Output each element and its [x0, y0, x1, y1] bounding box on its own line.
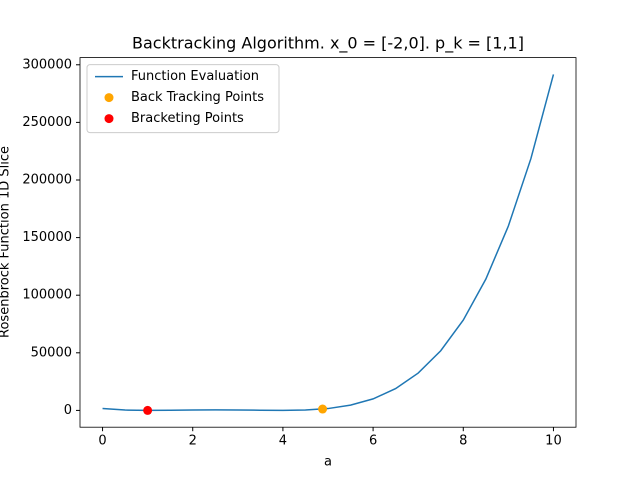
y-axis-label: Rosenbrock Function 1D Slice [0, 146, 13, 338]
legend-box [86, 64, 280, 134]
legend-marker [104, 93, 114, 103]
y-tick-label: 250000 [22, 115, 72, 130]
x-tick-label: 0 [98, 434, 106, 449]
legend-marker [104, 114, 114, 124]
scatter-point [318, 404, 328, 414]
y-tick-label: 200000 [22, 172, 72, 187]
x-tick-label: 8 [459, 434, 467, 449]
x-axis-label: a [324, 455, 332, 470]
y-tick-label: 150000 [22, 230, 72, 245]
x-tick-label: 2 [189, 434, 197, 449]
chart-title: Backtracking Algorithm. x_0 = [-2,0]. p_… [132, 34, 524, 54]
y-tick-label: 50000 [31, 345, 72, 360]
x-tick-label: 4 [279, 434, 287, 449]
plot-frame [79, 57, 577, 428]
y-tick-label: 0 [64, 403, 72, 418]
y-tick-label: 300000 [22, 57, 72, 72]
legend-label: Function Evaluation [131, 69, 259, 84]
y-tick-label: 100000 [22, 288, 72, 303]
legend-label: Back Tracking Points [131, 90, 264, 105]
x-tick-label: 6 [369, 434, 377, 449]
line [102, 74, 555, 412]
legend-label: Bracketing Points [131, 111, 244, 126]
scatter-point [143, 405, 153, 415]
x-tick-label: 10 [545, 434, 562, 449]
